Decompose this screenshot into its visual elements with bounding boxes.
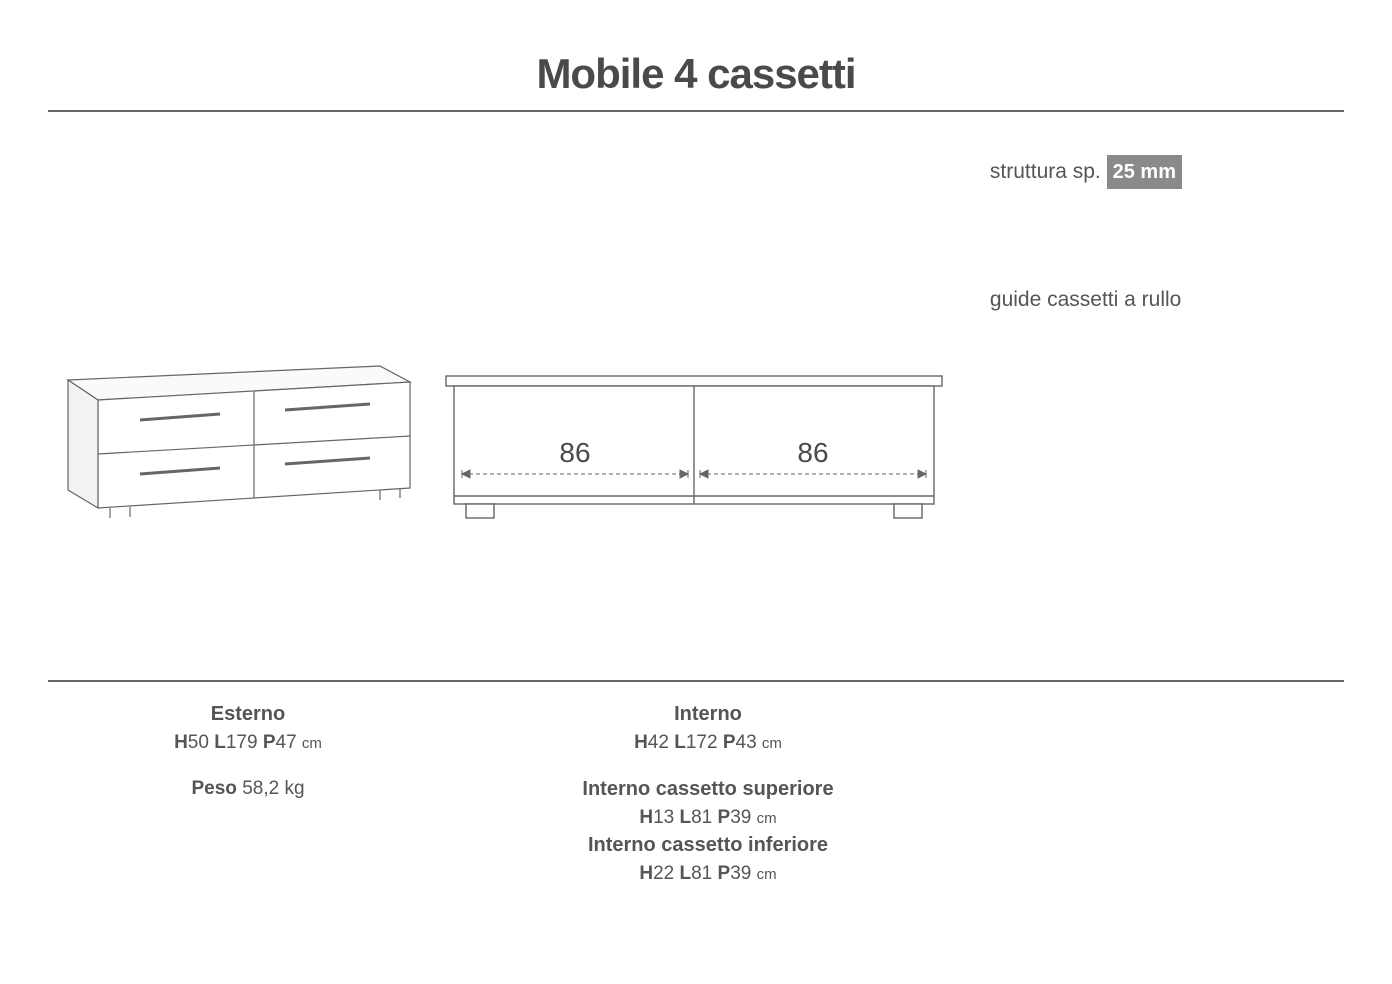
inf-h: 22	[653, 863, 674, 884]
struttura-badge: 25 mm	[1107, 155, 1182, 189]
interno-dims: H42 L172 P43 cm	[448, 729, 968, 757]
interno-h-label: H	[634, 732, 648, 753]
interno-p: 43	[736, 732, 757, 753]
inf-l-label: L	[680, 863, 692, 884]
peso-row: Peso 58,2 kg	[48, 775, 448, 803]
sup-p: 39	[730, 807, 751, 828]
interno-h: 42	[648, 732, 669, 753]
cassetto-sup-title: Interno cassetto superiore	[448, 775, 968, 804]
cassetto-inf-title: Interno cassetto inferiore	[448, 831, 968, 860]
cassetto-inf-dims: H22 L81 P39 cm	[448, 860, 968, 888]
esterno-l-label: L	[214, 732, 226, 753]
inf-l: 81	[691, 863, 712, 884]
interno-l-label: L	[674, 732, 686, 753]
specs-row: Esterno H50 L179 P47 cm Peso 58,2 kg Int…	[48, 700, 1344, 888]
struttura-label: struttura sp.	[990, 160, 1101, 183]
esterno-column: Esterno H50 L179 P47 cm Peso 58,2 kg	[48, 700, 448, 888]
cassetto-sup-dims: H13 L81 P39 cm	[448, 804, 968, 832]
interno-p-label: P	[723, 732, 736, 753]
front-elevation-drawing: 86 86	[444, 370, 944, 530]
sup-l-label: L	[680, 807, 692, 828]
sup-p-label: P	[718, 807, 731, 828]
esterno-h-label: H	[174, 732, 188, 753]
interno-unit: cm	[762, 735, 782, 752]
dim-right-text: 86	[797, 437, 828, 468]
drawings-row: 86 86	[60, 360, 944, 530]
sup-unit: cm	[757, 810, 777, 827]
sup-h: 13	[653, 807, 674, 828]
peso-label: Peso	[191, 778, 236, 799]
esterno-unit: cm	[302, 735, 322, 752]
guide-note: guide cassetti a rullo	[990, 284, 1182, 316]
notes-block: struttura sp. 25 mm guide cassetti a rul…	[990, 155, 1182, 316]
inf-p: 39	[730, 863, 751, 884]
interno-title: Interno	[448, 700, 968, 729]
esterno-p: 47	[276, 732, 297, 753]
esterno-dims: H50 L179 P47 cm	[48, 729, 448, 757]
sup-l: 81	[691, 807, 712, 828]
interno-l: 172	[686, 732, 718, 753]
sup-h-label: H	[639, 807, 653, 828]
esterno-h: 50	[188, 732, 209, 753]
inf-h-label: H	[639, 863, 653, 884]
page-title: Mobile 4 cassetti	[0, 0, 1392, 110]
esterno-p-label: P	[263, 732, 276, 753]
esterno-title: Esterno	[48, 700, 448, 729]
inf-unit: cm	[757, 866, 777, 883]
perspective-drawing	[60, 360, 420, 530]
divider-top	[48, 110, 1344, 112]
interno-column: Interno H42 L172 P43 cm Interno cassetto…	[448, 700, 968, 888]
esterno-l: 179	[226, 732, 258, 753]
peso-value: 58,2 kg	[242, 778, 304, 799]
dim-left-text: 86	[559, 437, 590, 468]
divider-bottom	[48, 680, 1344, 682]
inf-p-label: P	[718, 863, 731, 884]
